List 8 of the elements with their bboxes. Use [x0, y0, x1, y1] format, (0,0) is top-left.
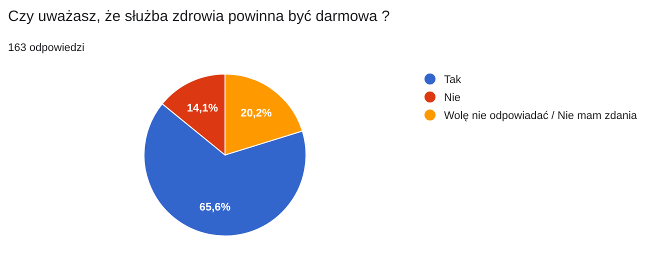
text: 163 odpowiedzi [8, 42, 84, 54]
data-label: 20,2% [240, 107, 272, 120]
data-label: 65,6% [199, 202, 231, 214]
legend-label: Tak [444, 74, 462, 86]
data-label: 14,1% [186, 102, 218, 114]
legend-label: Wolę nie odpowiadać / Nie mam zdania [444, 110, 638, 122]
chart-title: Czy uważasz, że służba zdrowia powinna być darmowa ? [8, 8, 390, 25]
legend-label: Nie [444, 92, 461, 104]
